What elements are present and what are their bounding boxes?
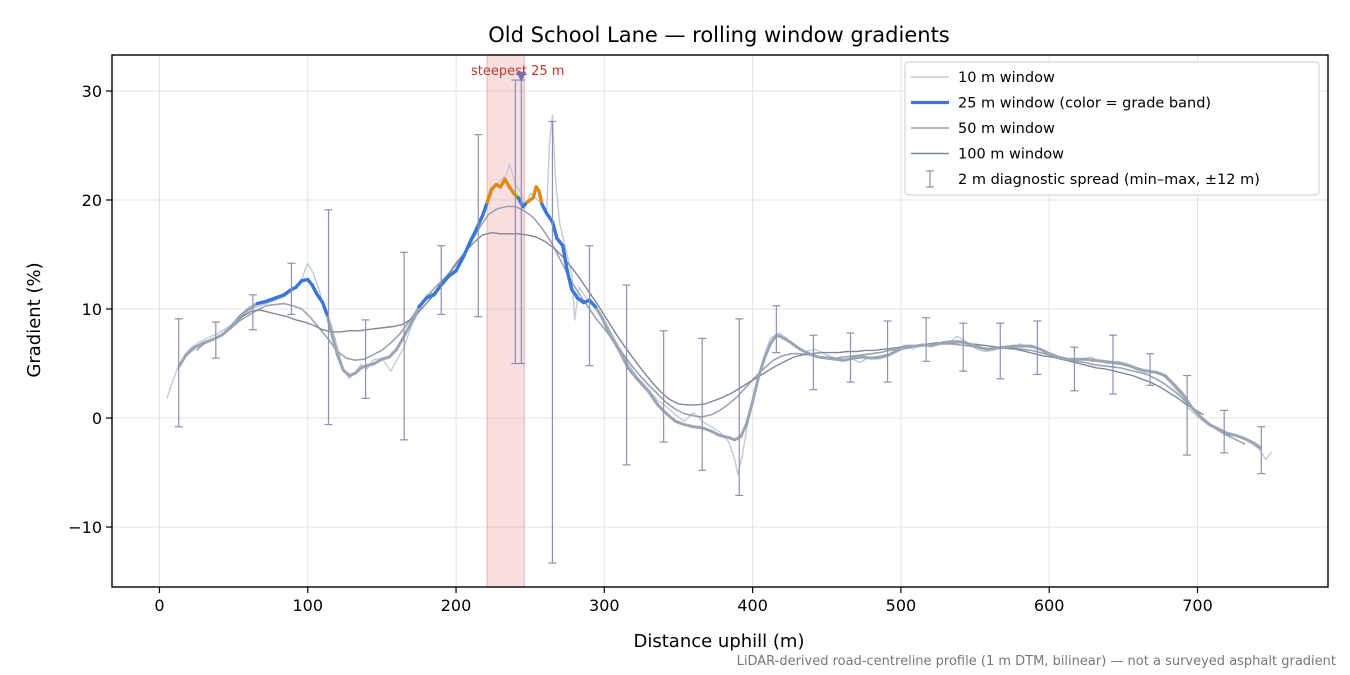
series-25m-band-segment [314,292,325,305]
series-25m-band-segment [485,187,494,204]
plot-frame [111,54,1329,588]
series-line-25m [177,177,1263,450]
chart-title: Old School Lane — rolling window gradien… [488,23,950,47]
steepest-25m-highlight: steepest 25 m [471,54,564,588]
series-25m-band-segment [320,300,329,317]
x-tick-label: 300 [589,596,620,615]
y-tick-label: 20 [82,191,102,210]
y-tick-label: 0 [92,409,102,428]
series-line-100m [233,232,1204,416]
series-25m-band-segment [587,298,598,309]
series-25m-band-segment [432,283,443,297]
series-25m-band-segment [544,211,555,224]
steepest-marker [516,71,527,82]
y-tick-label: 10 [82,300,102,319]
x-tick-label: 0 [154,596,164,615]
legend-box [904,61,1320,196]
series-25m-band-segment [561,244,569,273]
series-layer [166,114,1273,476]
series-25m-band-segment [469,226,479,243]
y-axis-label: Gradient (%) [24,262,45,377]
x-tick-label: 400 [737,596,768,615]
highlight-label: steepest 25 m [471,64,564,79]
series-25m-band-segment [454,254,466,273]
series-25m-band-segment [570,287,580,300]
x-axis-ticks: 0 100 200 300 400 500 600 700 [154,587,1213,615]
x-tick-label: 700 [1182,596,1213,615]
legend-label: 2 m diagnostic spread (min–max, ±12 m) [958,172,1260,188]
legend: 10 m window 25 m window (color = grade ba… [904,61,1320,196]
series-25m-band-segment [565,269,574,292]
legend-label: 10 m window [958,70,1055,86]
footnote: LiDAR-derived road-centreline profile (1… [737,654,1336,669]
x-axis-label: Distance uphill (m) [634,631,805,652]
x-tick-label: 200 [441,596,472,615]
diagnostic-errorbars [174,79,1266,564]
legend-label: 50 m window [958,121,1055,137]
y-axis-ticks: −10 0 10 20 30 [68,82,112,537]
marker-layer [516,71,527,82]
legend-label: 25 m window (color = grade band) [958,96,1211,112]
series-25m-band-segment [417,296,429,309]
x-tick-label: 500 [886,596,917,615]
legend-label: 100 m window [958,147,1064,163]
x-tick-label: 100 [292,596,323,615]
series-25m-band-segment [481,200,489,217]
series-25m-band-segment [537,189,544,207]
y-tick-label: 30 [82,82,102,101]
highlight-band [486,54,525,588]
x-tick-label: 600 [1034,596,1065,615]
series-25m-band-segment [439,274,451,287]
series-25m-band-segment [550,220,559,240]
series-25m-band-segment [461,238,473,259]
y-tick-label: −10 [68,518,102,537]
